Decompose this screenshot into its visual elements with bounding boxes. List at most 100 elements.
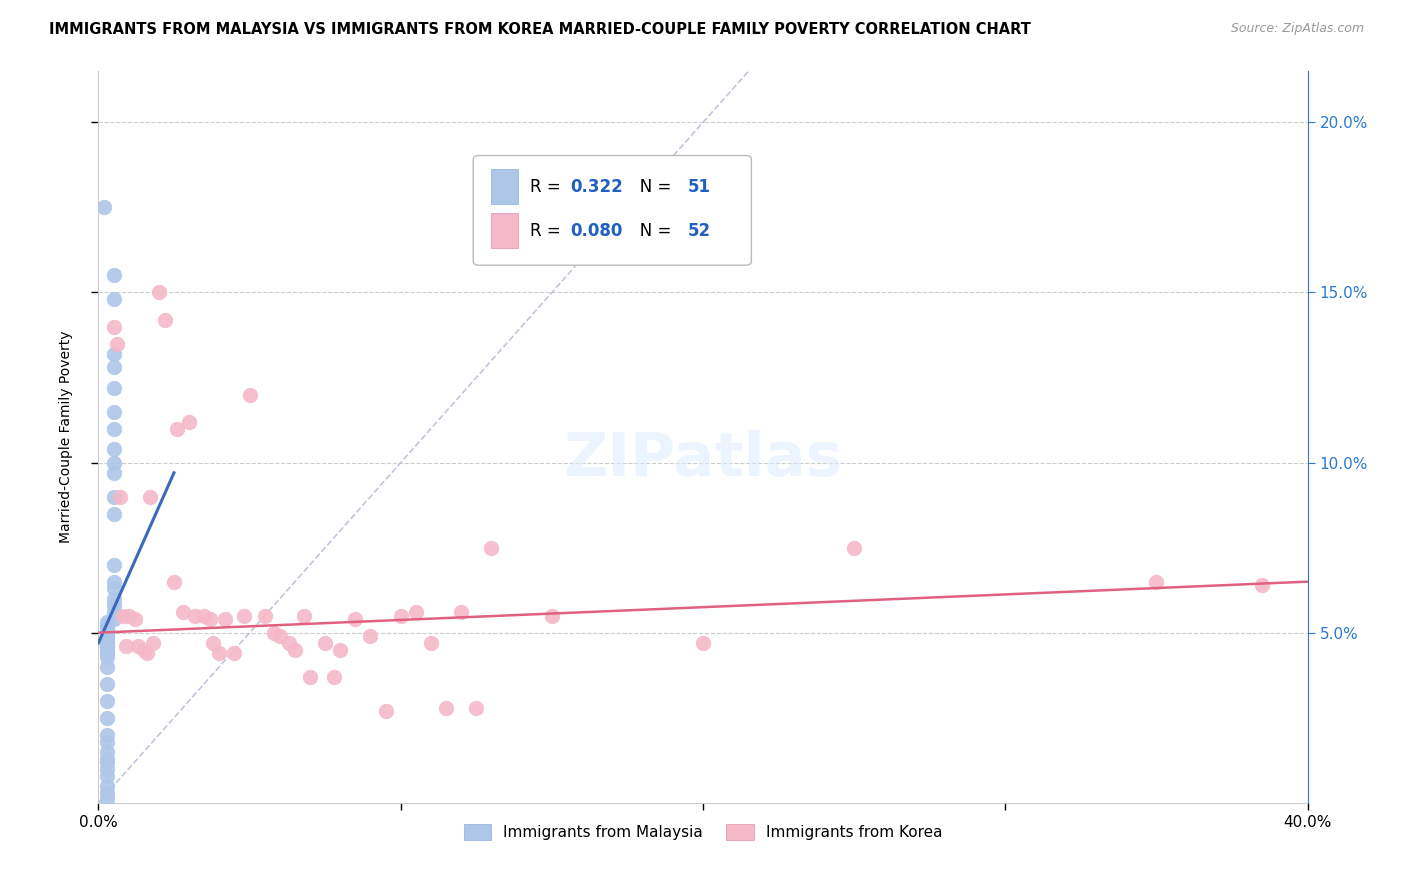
Point bbox=[96, 625, 118, 640]
Point bbox=[844, 541, 866, 555]
Point bbox=[200, 612, 222, 626]
Point bbox=[96, 640, 118, 654]
Point bbox=[103, 605, 125, 619]
Text: R =: R = bbox=[530, 178, 567, 196]
Text: 0.322: 0.322 bbox=[569, 178, 623, 196]
Point bbox=[179, 415, 201, 429]
Point bbox=[96, 711, 118, 725]
Point bbox=[96, 646, 118, 660]
Point bbox=[284, 642, 307, 657]
Point bbox=[96, 755, 118, 769]
Point bbox=[148, 285, 170, 300]
Point bbox=[450, 605, 472, 619]
Point bbox=[96, 629, 118, 643]
Point bbox=[103, 466, 125, 480]
Text: N =: N = bbox=[624, 178, 678, 196]
Point bbox=[111, 608, 134, 623]
Bar bbox=[492, 169, 517, 204]
Point bbox=[103, 612, 125, 626]
Text: 52: 52 bbox=[688, 222, 710, 240]
Point bbox=[96, 779, 118, 793]
Y-axis label: Married-Couple Family Poverty: Married-Couple Family Poverty bbox=[59, 331, 73, 543]
Point bbox=[103, 582, 125, 596]
Point bbox=[314, 636, 336, 650]
Point bbox=[208, 646, 231, 660]
Point bbox=[103, 319, 125, 334]
Point bbox=[96, 625, 118, 640]
Point bbox=[692, 636, 714, 650]
Point bbox=[1144, 574, 1167, 589]
Point bbox=[96, 642, 118, 657]
Point bbox=[224, 646, 246, 660]
Point bbox=[96, 745, 118, 759]
Point bbox=[142, 636, 165, 650]
Point bbox=[202, 636, 225, 650]
Text: IMMIGRANTS FROM MALAYSIA VS IMMIGRANTS FROM KOREA MARRIED-COUPLE FAMILY POVERTY : IMMIGRANTS FROM MALAYSIA VS IMMIGRANTS F… bbox=[49, 22, 1031, 37]
Text: 51: 51 bbox=[688, 178, 710, 196]
Point bbox=[405, 605, 427, 619]
Point bbox=[96, 768, 118, 782]
Point bbox=[153, 312, 176, 326]
Point bbox=[96, 619, 118, 633]
Point bbox=[124, 612, 146, 626]
Point bbox=[96, 792, 118, 806]
Point bbox=[103, 490, 125, 504]
Point bbox=[96, 677, 118, 691]
Point bbox=[540, 608, 562, 623]
Point bbox=[96, 762, 118, 776]
Point bbox=[103, 599, 125, 613]
Point bbox=[135, 646, 157, 660]
Point bbox=[96, 751, 118, 765]
Point bbox=[239, 387, 262, 401]
Point bbox=[103, 558, 125, 572]
Point bbox=[103, 404, 125, 418]
Point bbox=[323, 670, 346, 684]
Point bbox=[465, 700, 488, 714]
Point bbox=[269, 629, 291, 643]
Point bbox=[103, 456, 125, 470]
Point bbox=[1251, 578, 1274, 592]
Point bbox=[103, 293, 125, 307]
Point bbox=[114, 640, 136, 654]
Point bbox=[163, 574, 186, 589]
Point bbox=[214, 612, 236, 626]
Point bbox=[96, 786, 118, 800]
Point bbox=[103, 268, 125, 283]
Legend: Immigrants from Malaysia, Immigrants from Korea: Immigrants from Malaysia, Immigrants fro… bbox=[457, 818, 949, 847]
Point bbox=[96, 625, 118, 640]
Point bbox=[96, 619, 118, 633]
Point bbox=[103, 421, 125, 435]
FancyBboxPatch shape bbox=[474, 155, 751, 265]
Point bbox=[299, 670, 322, 684]
Point bbox=[172, 605, 194, 619]
Text: 0.080: 0.080 bbox=[569, 222, 623, 240]
Point bbox=[132, 642, 155, 657]
Point bbox=[105, 336, 128, 351]
Point bbox=[108, 490, 131, 504]
Point bbox=[96, 694, 118, 708]
Point bbox=[329, 642, 352, 657]
Point bbox=[96, 659, 118, 673]
Text: R =: R = bbox=[530, 222, 567, 240]
Point bbox=[103, 507, 125, 521]
Text: ZIPatlas: ZIPatlas bbox=[564, 430, 842, 489]
Text: Source: ZipAtlas.com: Source: ZipAtlas.com bbox=[1230, 22, 1364, 36]
Point bbox=[253, 608, 276, 623]
Point bbox=[96, 636, 118, 650]
Point bbox=[103, 574, 125, 589]
Point bbox=[127, 640, 149, 654]
Point bbox=[481, 541, 503, 555]
Point bbox=[93, 201, 115, 215]
Point bbox=[96, 640, 118, 654]
Point bbox=[139, 490, 162, 504]
Point bbox=[434, 700, 457, 714]
Point bbox=[420, 636, 443, 650]
Point bbox=[96, 615, 118, 630]
Point bbox=[103, 347, 125, 361]
Point bbox=[166, 421, 188, 435]
Point bbox=[103, 591, 125, 606]
Point bbox=[103, 442, 125, 456]
Point bbox=[96, 646, 118, 660]
Text: N =: N = bbox=[624, 222, 678, 240]
Bar bbox=[492, 213, 517, 248]
